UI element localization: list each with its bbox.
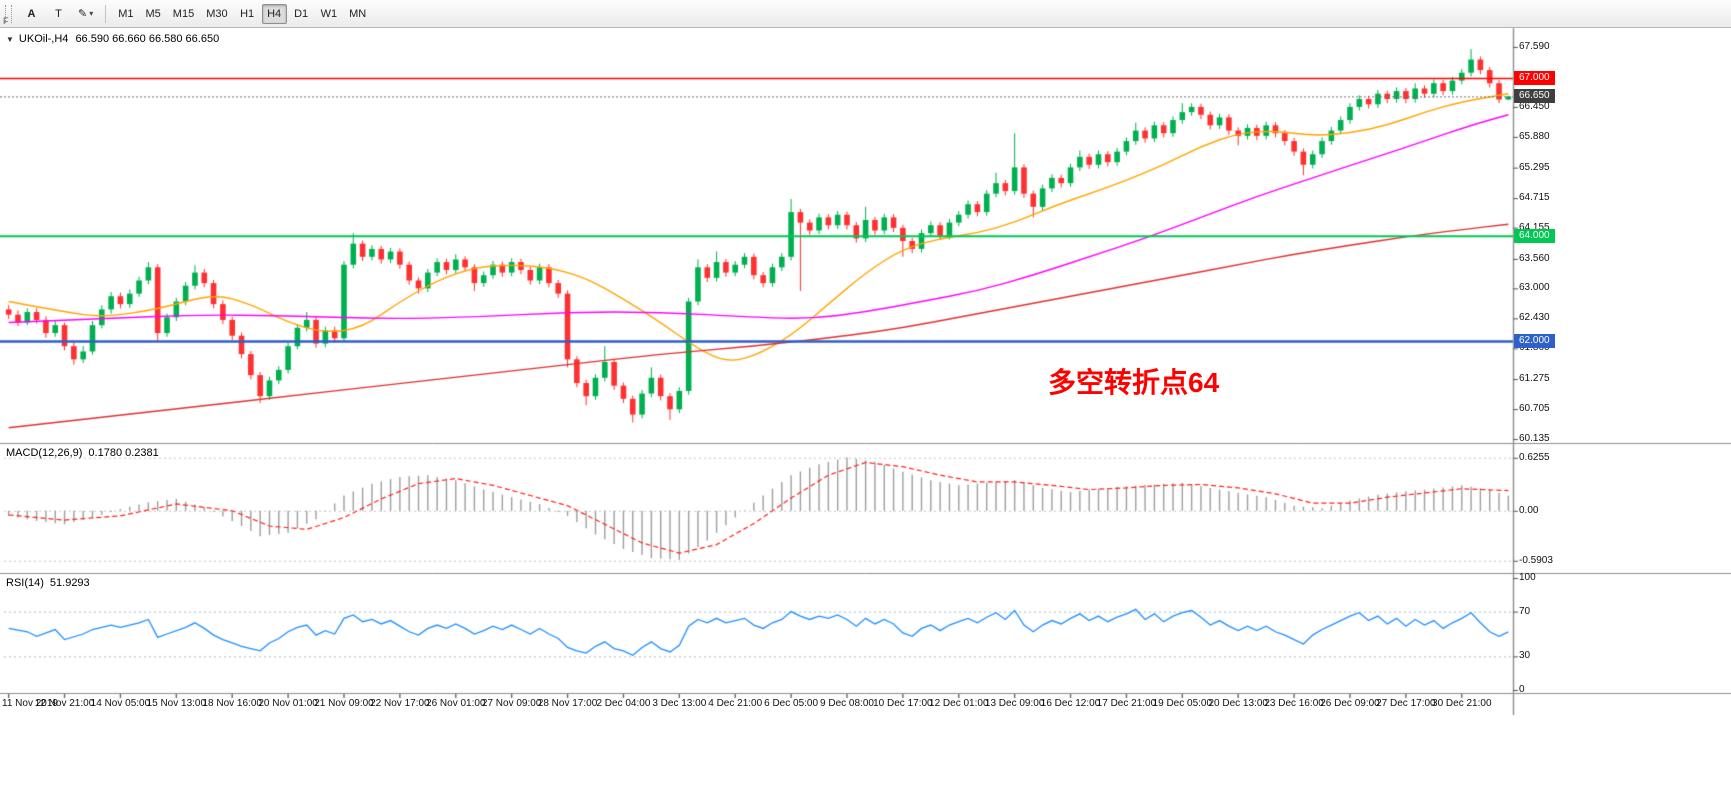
macd-indicator-label: MACD(12,26,9) 0.1780 0.2381 [6,447,159,459]
price-tick-label: 65.295 [1519,161,1550,173]
macd-tick-label: -0.5903 [1519,554,1553,566]
price-scale[interactable]: 67.590 66.450 65.880 65.295 64.715 64.155 63.5… [1513,28,1731,715]
time-label: 11 Nov 2019 [2,698,58,709]
rsi-value: 51.9293 [49,577,90,589]
time-label: 26 Dec 09:00 [1320,698,1380,709]
price-line-badge: 67.000 [1514,70,1555,85]
text-label-tool-button[interactable]: T [46,4,71,24]
price-tick-label: 62.430 [1519,312,1550,324]
price-tick-label: 60.705 [1519,403,1550,415]
timeframe-button-m30[interactable]: M30 [201,4,232,24]
time-label: 12 Nov 21:00 [34,698,95,709]
current-price-badge: 66.650 [1514,89,1555,104]
price-tick-label: 66.450 [1519,100,1550,112]
timeframe-button-m1[interactable]: M1 [113,4,138,24]
macd-tick-label: 0.00 [1519,504,1539,516]
time-label: 27 Nov 09:00 [481,698,542,709]
price-line-badge: 64.000 [1514,228,1555,243]
rsi-tick-label: 0 [1519,683,1525,695]
toolbar-separator [105,4,107,23]
ohlc-values: 66.590 66.660 66.580 66.650 [75,33,220,45]
rsi-tick-label: 30 [1519,650,1531,662]
chart-title: ▼ UKOil-,H4 66.590 66.660 66.580 66.650 [6,33,219,45]
time-label: 2 Dec 04:00 [596,698,651,709]
toolbar: A T ✎ ▾ M1 M5 M15 M30 H1 H4 D1 W1 MN [0,0,1731,28]
time-label: 3 Dec 13:00 [652,698,707,709]
macd-tick-label: 0.6255 [1519,451,1550,463]
time-label: 6 Dec 05:00 [764,698,819,709]
time-label: 23 Dec 16:00 [1264,698,1324,709]
collapse-triangle-icon[interactable]: ▼ [6,35,14,44]
rsi-tick-label: 100 [1519,572,1536,584]
price-tick-label: 60.135 [1519,433,1550,445]
time-label: 22 Nov 17:00 [370,698,430,709]
price-tick-label: 67.590 [1519,40,1550,52]
timeframe-button-m5[interactable]: M5 [141,4,166,24]
time-label: 26 Nov 01:00 [426,698,486,709]
time-label: 16 Dec 12:00 [1040,698,1101,709]
rsi-tick-label: 70 [1519,605,1531,617]
time-label: 21 Nov 09:00 [314,698,374,709]
toolbar-grip-handle[interactable] [5,4,12,23]
time-label: 4 Dec 21:00 [708,698,763,709]
time-label: 27 Dec 17:00 [1376,698,1436,709]
pencil-icon: ✎ [78,8,88,20]
price-tick-label: 65.880 [1519,130,1550,142]
timeframe-button-h1[interactable]: H1 [235,4,260,24]
time-label: 17 Dec 21:00 [1096,698,1157,709]
macd-values: 0.1780 0.2381 [88,447,159,459]
time-axis[interactable]: 11 Nov 2019 12 Nov 21:00 14 Nov 05:00 15 No… [0,693,1513,715]
timeframe-button-m15[interactable]: M15 [168,4,199,24]
time-label: 14 Nov 05:00 [90,698,151,709]
draw-tool-button[interactable]: ✎ ▾ [73,4,98,24]
price-tick-label: 63.560 [1519,252,1550,264]
symbol-period-label: UKOil-,H4 [18,33,69,45]
price-tick-label: 63.000 [1519,282,1550,294]
time-label: 19 Dec 05:00 [1152,698,1213,709]
time-label: 28 Nov 17:00 [537,698,598,709]
price-tick-label: 64.715 [1519,192,1550,204]
time-label: 20 Dec 13:00 [1208,698,1268,709]
font-tool-button[interactable]: A [19,4,44,24]
timeframe-button-w1[interactable]: W1 [316,4,343,24]
time-label: 12 Dec 01:00 [929,698,989,709]
time-label: 13 Dec 09:00 [984,698,1045,709]
annotation-text[interactable]: 多空转折点64 [1048,367,1220,398]
timeframe-button-h4[interactable]: H4 [261,3,287,24]
price-line-badge: 62.000 [1514,333,1555,348]
time-label: 15 Nov 13:00 [146,698,207,709]
time-label: 10 Dec 17:00 [873,698,933,709]
rsi-indicator-label: RSI(14) 51.9293 [6,577,90,589]
timeframe-button-mn[interactable]: MN [344,4,371,24]
time-label: 18 Nov 16:00 [202,698,262,709]
price-tick-label: 61.275 [1519,373,1550,385]
time-label: 30 Dec 21:00 [1432,698,1492,709]
time-label: 9 Dec 08:00 [820,698,874,709]
timeframe-button-d1[interactable]: D1 [289,4,314,24]
toolbar-f-label: F [3,16,9,26]
time-label: 20 Nov 01:00 [258,698,318,709]
dropdown-caret-icon: ▾ [89,9,94,18]
price-tick-label: 64.155 [1519,221,1550,233]
